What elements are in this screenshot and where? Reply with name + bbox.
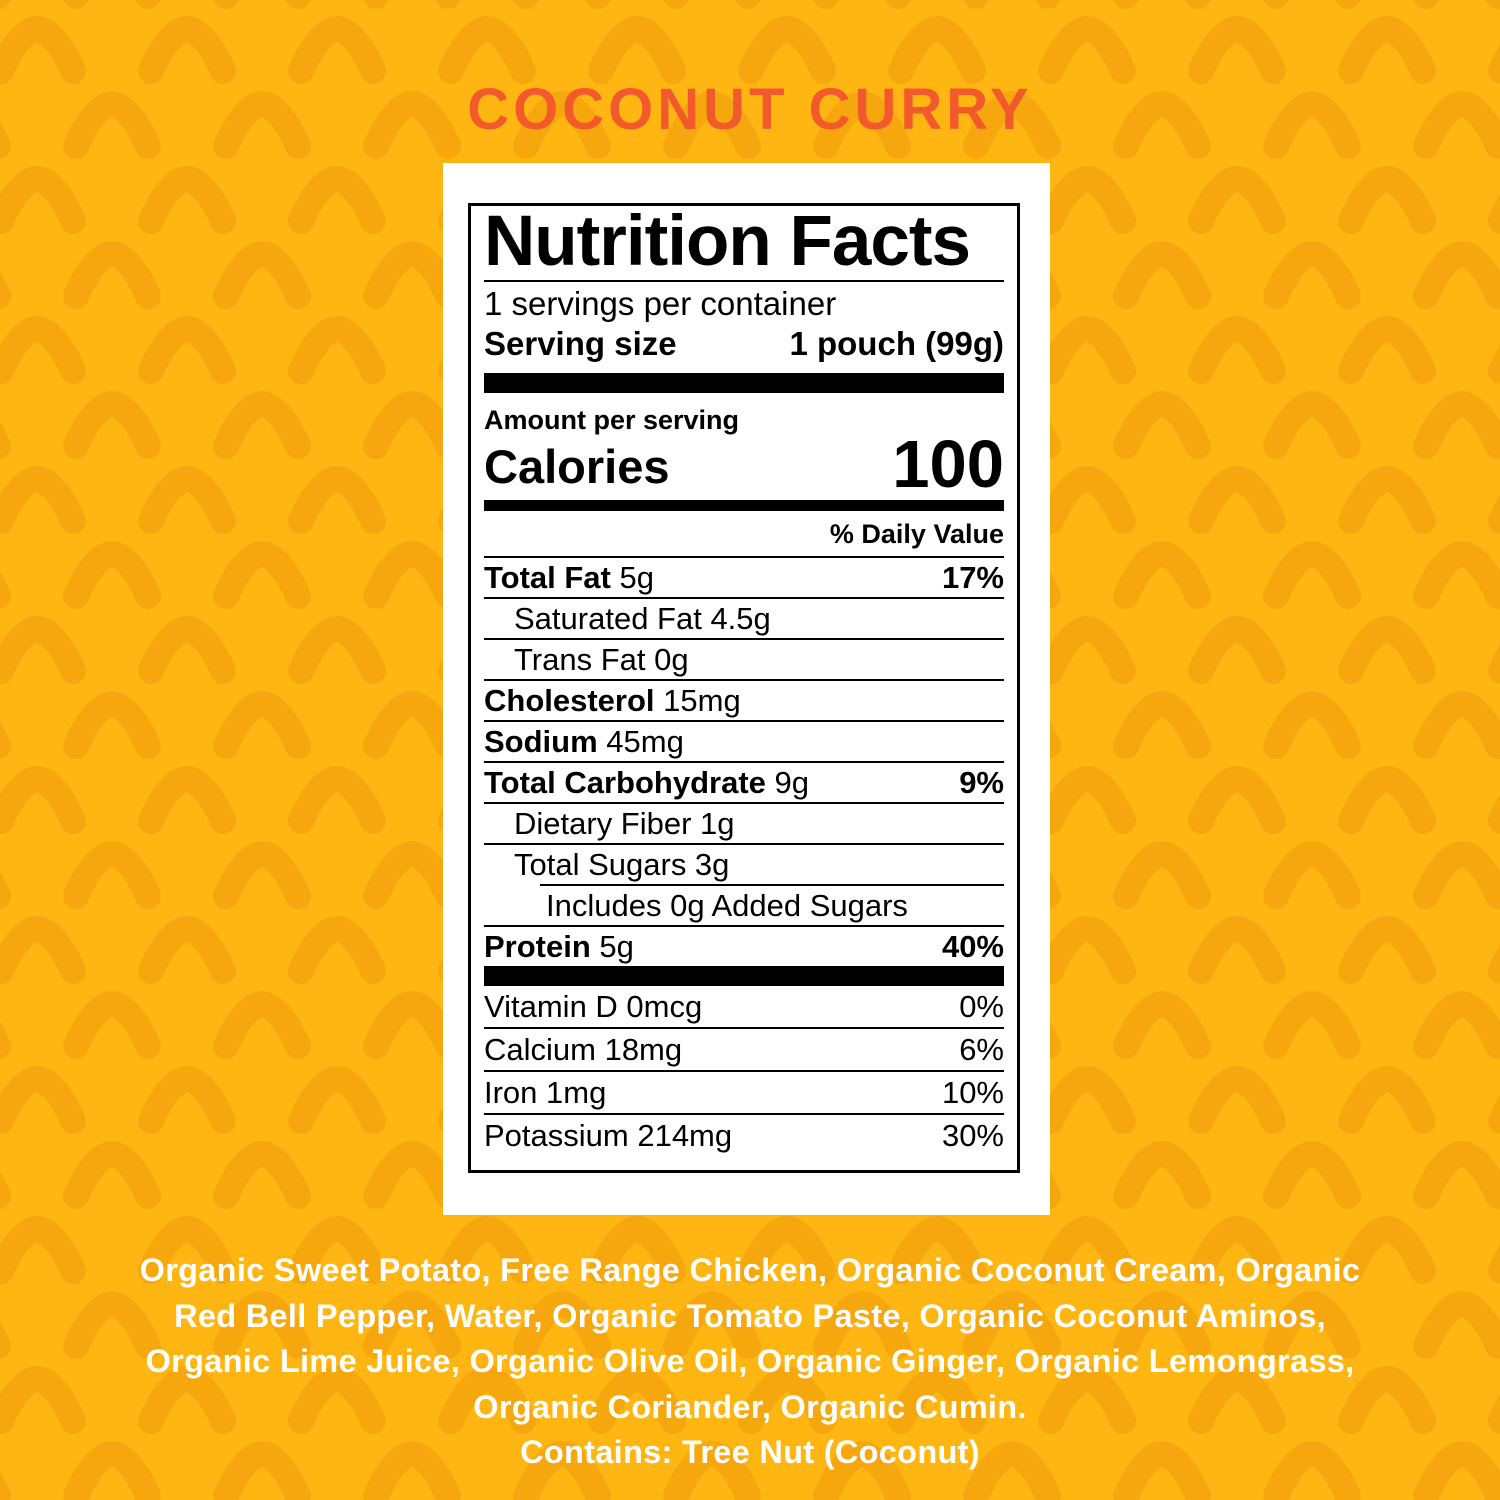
nutrient-row-vitamin-d: Vitamin D 0mcg 0%	[484, 986, 1004, 1027]
nutrient-name-amount: Total Sugars 3g	[514, 847, 730, 882]
nutrient-row-protein: Protein 5g 40%	[484, 927, 1004, 966]
calories-row: Calories 100	[484, 427, 1004, 502]
nutrient-row-total-sugars: Total Sugars 3g	[484, 845, 1004, 884]
thick-bar-bottom	[484, 966, 1004, 986]
nutrition-facts-heading: Nutrition Facts	[484, 202, 971, 281]
nutrient-row-trans-fat: Trans Fat 0g	[484, 640, 1004, 679]
row-divider	[484, 843, 1004, 845]
nutrient-name-amount: Sodium 45mg	[484, 724, 684, 759]
nutrient-row-cholesterol: Cholesterol 15mg	[484, 681, 1004, 720]
nutrient-name-amount: Total Carbohydrate 9g	[484, 765, 810, 800]
nutrient-daily-value: 6%	[959, 1032, 1004, 1067]
nutrient-name-amount: Vitamin D 0mcg	[484, 989, 703, 1024]
ingredients-line: Organic Coriander, Organic Cumin.	[473, 1388, 1027, 1425]
serving-size-label: Serving size	[484, 325, 677, 362]
servings-per-container: 1 servings per container	[484, 285, 837, 322]
nutrient-daily-value: 9%	[959, 765, 1004, 800]
nutrient-name-amount: Protein 5g	[484, 929, 634, 964]
row-divider	[484, 761, 1004, 763]
nutrient-row-dietary-fiber: Dietary Fiber 1g	[484, 804, 1004, 843]
nutrient-row-sodium: Sodium 45mg	[484, 722, 1004, 761]
nutrition-facts-box: Nutrition Facts 1 servings per container…	[468, 203, 1020, 1173]
row-divider	[484, 1070, 1004, 1072]
nutrient-name-amount: Potassium 214mg	[484, 1118, 733, 1153]
row-divider	[484, 638, 1004, 640]
medium-bar	[484, 500, 1004, 511]
nutrient-row-includes-0g-added-sugars: Includes 0g Added Sugars	[484, 886, 1004, 925]
nutrient-daily-value: 10%	[941, 1075, 1004, 1110]
nutrient-daily-value: 0%	[959, 989, 1004, 1024]
nutrition-label-card: Nutrition Facts 1 servings per container…	[443, 163, 1050, 1215]
row-divider	[484, 1113, 1004, 1115]
nutrient-row-potassium: Potassium 214mg 30%	[484, 1115, 1004, 1156]
nutrient-row-total-fat: Total Fat 5g 17%	[484, 558, 1004, 597]
calories-label: Calories	[484, 440, 670, 493]
ingredients-line: Red Bell Pepper, Water, Organic Tomato P…	[174, 1297, 1326, 1334]
serving-size-row: Serving size 1 pouch (99g)	[484, 324, 1004, 364]
nutrient-name-amount: Cholesterol 15mg	[484, 683, 741, 718]
nutrient-name-amount: Saturated Fat 4.5g	[514, 601, 771, 636]
nutrient-name-amount: Trans Fat 0g	[514, 642, 689, 677]
nutrient-row-calcium: Calcium 18mg 6%	[484, 1029, 1004, 1070]
amount-per-serving-label: Amount per serving	[484, 405, 740, 435]
contains-line: Contains: Tree Nut (Coconut)	[520, 1434, 980, 1470]
nutrient-name-amount: Includes 0g Added Sugars	[546, 888, 908, 923]
nutrient-row-saturated-fat: Saturated Fat 4.5g	[484, 599, 1004, 638]
nutrient-daily-value: 17%	[941, 560, 1004, 595]
nutrient-row-iron: Iron 1mg 10%	[484, 1072, 1004, 1113]
nutrient-daily-value: 30%	[941, 1118, 1004, 1153]
ingredients-line: Organic Lime Juice, Organic Olive Oil, O…	[145, 1343, 1355, 1379]
row-divider	[484, 925, 1004, 927]
row-divider	[484, 679, 1004, 681]
row-divider	[540, 884, 1004, 886]
heading-divider	[484, 280, 1004, 282]
nutrient-daily-value: 40%	[941, 929, 1004, 964]
nutrient-row-total-carbohydrate: Total Carbohydrate 9g 9%	[484, 763, 1004, 802]
daily-value-header: % Daily Value	[484, 511, 1004, 558]
calories-value: 100	[892, 427, 1004, 502]
row-divider	[484, 597, 1004, 599]
row-divider	[484, 802, 1004, 804]
ingredients-line: Organic Sweet Potato, Free Range Chicken…	[139, 1252, 1361, 1288]
nutrient-name-amount: Total Fat 5g	[484, 560, 654, 595]
nutrient-name-amount: Iron 1mg	[484, 1075, 607, 1110]
thick-bar-top	[484, 373, 1004, 393]
nutrient-name-amount: Calcium 18mg	[484, 1032, 683, 1067]
nutrient-rows: Total Fat 5g 17% Saturated Fat 4.5g Trans F…	[484, 558, 1004, 966]
micronutrient-rows: Vitamin D 0mcg 0% Calcium 18mg 6% Iron 1mg 10…	[484, 986, 1004, 1156]
nutrient-name-amount: Dietary Fiber 1g	[514, 806, 735, 841]
row-divider	[484, 1027, 1004, 1029]
serving-size-value: 1 pouch (99g)	[789, 325, 1004, 362]
row-divider	[484, 720, 1004, 722]
product-title: COCONUT CURRY	[467, 77, 1033, 142]
ingredients-text: Organic Sweet Potato, Free Range Chicken…	[0, 1248, 1500, 1476]
